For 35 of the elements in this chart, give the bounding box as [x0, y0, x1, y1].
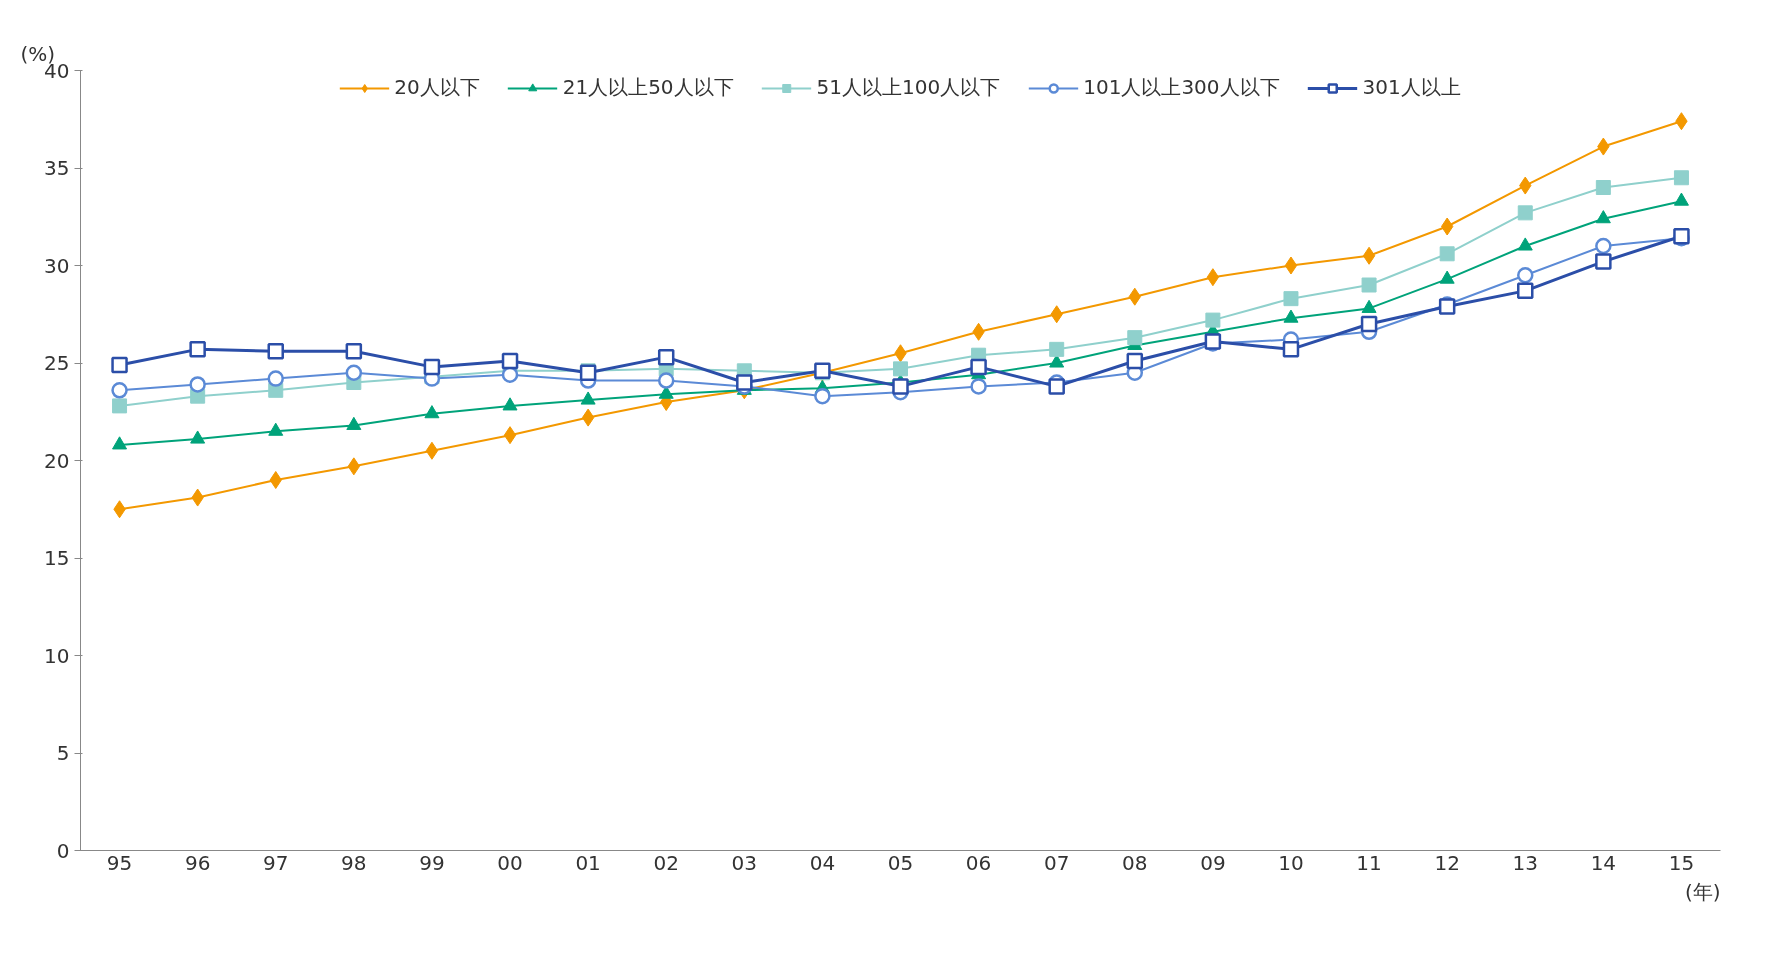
legend-label: 21人以上50人以下: [562, 74, 734, 101]
x-tick-label: 09: [1200, 850, 1226, 875]
y-tick-label: 25: [44, 351, 70, 375]
y-tick-label: 20: [44, 448, 70, 473]
y-tick-label: 15: [44, 546, 70, 570]
x-tick-label: 07: [1043, 850, 1070, 875]
legend-label: 20人以下: [394, 74, 480, 101]
x-tick-label: 96: [184, 850, 211, 875]
x-tick-label: 95: [106, 850, 133, 875]
y-tick-label: 30: [44, 253, 70, 278]
x-tick-label: 00: [497, 850, 523, 875]
x-tick-label: 03: [731, 850, 758, 875]
x-tick-label: 06: [965, 850, 992, 875]
x-tick-label: 13: [1512, 850, 1538, 875]
x-tick-label: 01: [575, 850, 601, 875]
x-tick-label: 08: [1122, 850, 1148, 875]
x-tick-label: 14: [1590, 850, 1617, 875]
y-tick-label: 10: [44, 643, 70, 668]
y-tick-label: 0: [56, 838, 70, 863]
x-tick-label: 10: [1278, 850, 1304, 875]
legend-label: 101人以上300人以下: [1083, 74, 1280, 101]
x-tick-label: 97: [263, 850, 289, 875]
x-tick-label: 11: [1356, 850, 1382, 875]
x-tick-label: 05: [887, 850, 914, 875]
legend-label: 51人以上100人以下: [816, 74, 1001, 101]
legend-label: 301人以上: [1362, 74, 1461, 101]
y-tick-label: 5: [56, 741, 70, 765]
x-tick-label: 15: [1668, 850, 1695, 875]
x-axis-title: (年): [1684, 879, 1721, 904]
x-tick-label: 12: [1434, 850, 1460, 875]
x-tick-label: 04: [809, 850, 836, 875]
x-tick-label: 02: [653, 850, 679, 875]
y-tick-label: 35: [44, 156, 70, 180]
x-tick-label: 99: [419, 850, 445, 875]
x-tick-label: 98: [341, 850, 367, 875]
